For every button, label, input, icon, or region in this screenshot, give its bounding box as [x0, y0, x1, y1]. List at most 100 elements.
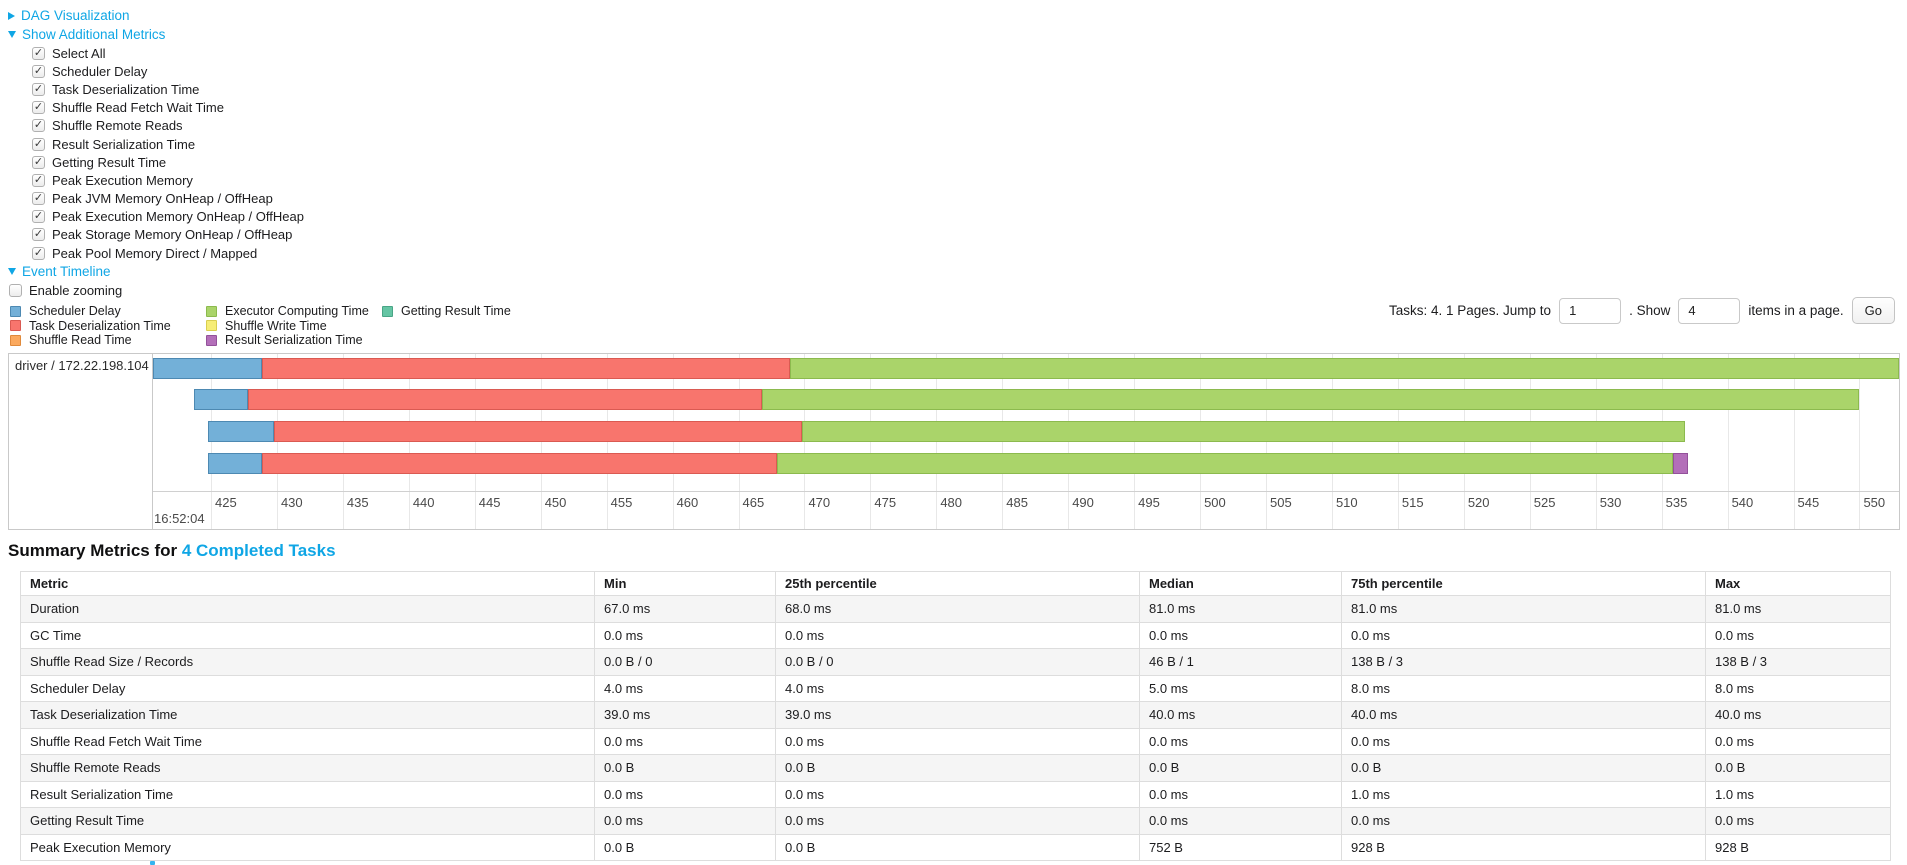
axis-tick-label: 540: [1731, 495, 1754, 510]
table-cell: 0.0 ms: [594, 621, 776, 649]
table-row: Shuffle Read Size / Records 0.0 B / 0 0.0 …: [20, 648, 1891, 676]
table-cell: 0.0 ms: [594, 780, 776, 808]
axis-tick-label: 435: [346, 495, 369, 510]
metric-checkbox-label: Select All: [52, 45, 106, 61]
event-timeline-chart: driver / 172.22.198.104 16:52:04 425 430 4…: [8, 353, 1900, 530]
task-bar-segment-task-deserialization[interactable]: [262, 358, 790, 379]
task-bar-segment-scheduler-delay[interactable]: [208, 453, 263, 474]
summary-heading-text: Summary Metrics for: [8, 541, 182, 560]
table-cell: 0.0 B: [594, 754, 776, 782]
metric-checkbox-item[interactable]: ✓ Scheduler Delay: [32, 62, 304, 80]
checkbox-icon[interactable]: ✓: [32, 119, 45, 133]
table-cell: 4.0 ms: [775, 674, 1140, 702]
task-bar-segment-scheduler-delay[interactable]: [208, 421, 275, 442]
enable-zooming-checkbox[interactable]: [9, 283, 22, 297]
table-cell: 40.0 ms: [1139, 701, 1342, 729]
metric-checkbox-item[interactable]: ✓ Select All: [32, 44, 304, 62]
checkbox-icon[interactable]: ✓: [32, 155, 45, 169]
table-cell: 46 B / 1: [1139, 648, 1342, 676]
axis-tick-label: 475: [874, 495, 897, 510]
axis-tick-label: 530: [1599, 495, 1622, 510]
table-row: Shuffle Remote Reads 0.0 B 0.0 B 0.0 B 0.0 B…: [20, 754, 1891, 782]
table-cell: 0.0 ms: [775, 727, 1140, 755]
axis-tick-label: 550: [1863, 495, 1886, 510]
table-header-cell: Median: [1139, 571, 1342, 596]
metric-checkbox-item[interactable]: ✓ Peak Pool Memory Direct / Mapped: [32, 244, 304, 262]
expanded-arrow-icon: [8, 268, 16, 276]
legend-column: Executor Computing Time Shuffle Write Tim…: [206, 304, 382, 348]
metric-checkbox-item[interactable]: ✓ Peak Execution Memory OnHeap / OffHeap: [32, 208, 304, 226]
items-per-page-input[interactable]: [1678, 297, 1741, 324]
checkbox-icon[interactable]: ✓: [32, 46, 45, 60]
show-additional-metrics-toggle[interactable]: Show Additional Metrics: [8, 25, 304, 44]
axis-tick-label: 515: [1401, 495, 1424, 510]
table-cell: 928 B: [1341, 833, 1706, 861]
metric-checkbox-item[interactable]: ✓ Shuffle Read Fetch Wait Time: [32, 99, 304, 117]
task-bar-segment-task-deserialization[interactable]: [274, 421, 802, 442]
table-header-cell: 25th percentile: [775, 571, 1140, 596]
table-cell: 0.0 ms: [1341, 621, 1706, 649]
table-cell: Getting Result Time: [20, 807, 595, 835]
dag-visualization-toggle[interactable]: DAG Visualization: [8, 6, 304, 25]
scheduler-delay-swatch-icon: [10, 305, 21, 317]
task-bar-segment-task-deserialization[interactable]: [247, 389, 763, 410]
table-cell: 0.0 B / 0: [594, 648, 776, 676]
table-header-row: Metric Min 25th percentile Median 75th perce…: [20, 571, 1891, 596]
checkbox-icon[interactable]: ✓: [32, 64, 45, 78]
metric-checkbox-item[interactable]: ✓ Peak Execution Memory: [32, 171, 304, 189]
checkbox-icon[interactable]: ✓: [32, 173, 45, 187]
table-cell: 81.0 ms: [1139, 595, 1342, 623]
metric-checkbox-label: Peak Storage Memory OnHeap / OffHeap: [52, 227, 293, 243]
task-bar-segment-result-serialization[interactable]: [1673, 453, 1688, 474]
checkbox-icon[interactable]: ✓: [32, 210, 45, 224]
table-cell: 0.0 ms: [1705, 621, 1891, 649]
checkbox-icon[interactable]: ✓: [32, 82, 45, 96]
metric-checkbox-item[interactable]: ✓ Peak Storage Memory OnHeap / OffHeap: [32, 226, 304, 244]
table-row: Peak Execution Memory 0.0 B 0.0 B 752 B 928 …: [20, 833, 1891, 861]
legend-item: Executor Computing Time: [206, 304, 382, 319]
table-cell: 5.0 ms: [1139, 674, 1342, 702]
checkbox-icon[interactable]: ✓: [32, 192, 45, 206]
task-bar-segment-scheduler-delay[interactable]: [193, 389, 248, 410]
table-header-cell: 75th percentile: [1341, 571, 1706, 596]
event-timeline-toggle[interactable]: Event Timeline: [8, 262, 304, 281]
summary-metrics-table: Metric Min 25th percentile Median 75th perce…: [20, 571, 1891, 861]
task-bar-segment-executor-computing[interactable]: [762, 389, 1860, 410]
metric-checkbox-item[interactable]: ✓ Shuffle Remote Reads: [32, 117, 304, 135]
checkbox-icon[interactable]: ✓: [32, 228, 45, 242]
task-bar-segment-executor-computing[interactable]: [801, 421, 1686, 442]
axis-tick-label: 535: [1665, 495, 1688, 510]
jump-to-page-input[interactable]: [1559, 297, 1622, 324]
table-cell: 40.0 ms: [1341, 701, 1706, 729]
table-cell: 0.0 ms: [775, 621, 1140, 649]
metric-checkbox-item[interactable]: ✓ Task Deserialization Time: [32, 80, 304, 98]
table-cell: Scheduler Delay: [20, 674, 595, 702]
result-serialization-swatch-icon: [206, 334, 217, 346]
legend-label: Shuffle Read Time: [29, 333, 132, 348]
table-cell: Shuffle Read Size / Records: [20, 648, 595, 676]
metric-checkbox-item[interactable]: ✓ Result Serialization Time: [32, 135, 304, 153]
legend-label: Getting Result Time: [401, 304, 511, 319]
metric-checkbox-item[interactable]: ✓ Getting Result Time: [32, 153, 304, 171]
task-bar-segment-scheduler-delay[interactable]: [153, 358, 263, 379]
table-cell: 138 B / 3: [1705, 648, 1891, 676]
completed-tasks-link[interactable]: 4 Completed Tasks: [181, 541, 336, 560]
executor-computing-swatch-icon: [206, 305, 217, 317]
go-button[interactable]: Go: [1851, 297, 1895, 324]
task-bar-segment-task-deserialization[interactable]: [262, 453, 777, 474]
enable-zooming-item[interactable]: Enable zooming: [9, 281, 304, 299]
table-cell: 39.0 ms: [594, 701, 776, 729]
executor-group-column: driver / 172.22.198.104: [9, 354, 153, 529]
table-cell: Result Serialization Time: [20, 780, 595, 808]
checkbox-icon[interactable]: ✓: [32, 246, 45, 260]
checkbox-icon[interactable]: ✓: [32, 101, 45, 115]
metric-checkbox-label: Peak Execution Memory OnHeap / OffHeap: [52, 209, 304, 225]
axis-tick-label: 425: [215, 495, 237, 510]
task-bar-segment-executor-computing[interactable]: [776, 453, 1674, 474]
table-cell: 0.0 B / 0: [775, 648, 1140, 676]
axis-tick-label: 440: [412, 495, 435, 510]
task-bar-segment-executor-computing[interactable]: [789, 358, 1899, 379]
checkbox-icon[interactable]: ✓: [32, 137, 45, 151]
metric-checkbox-item[interactable]: ✓ Peak JVM Memory OnHeap / OffHeap: [32, 190, 304, 208]
